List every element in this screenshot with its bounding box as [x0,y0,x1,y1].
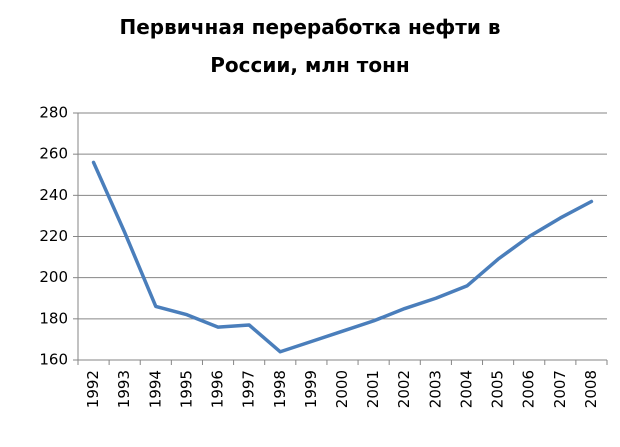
x-tick-label: 1995 [177,370,195,408]
chart-title: Первичная переработка нефти в России, мл… [119,15,501,77]
y-tick-label: 240 [39,186,68,204]
x-tick-label: 2005 [489,370,507,408]
y-tick-label: 220 [39,227,68,245]
x-tick-label: 2000 [333,370,351,408]
x-tick-label: 2001 [364,370,382,408]
x-tick-label: 2003 [426,370,444,408]
y-tick-label: 260 [39,145,68,163]
x-tick-label: 2007 [551,370,569,408]
x-tick-label: 1998 [271,370,289,408]
y-tick-label: 180 [39,309,68,327]
x-tick-label: 1999 [302,370,320,408]
x-tick-label: 2006 [520,370,538,408]
x-tick-label: 2008 [582,370,600,408]
x-tick-label: 1993 [115,370,133,408]
y-tick-label: 280 [39,104,68,122]
x-tick-label: 1994 [146,370,164,408]
y-tick-label: 160 [39,351,68,369]
x-tick-label: 2002 [395,370,413,408]
x-tick-label: 2004 [457,370,475,408]
x-tick-label: 1997 [240,370,258,408]
line [91,160,594,354]
x-tick-label: 1992 [84,370,102,408]
x-tick-label: 1996 [209,370,227,408]
y-tick-label: 200 [39,268,68,286]
